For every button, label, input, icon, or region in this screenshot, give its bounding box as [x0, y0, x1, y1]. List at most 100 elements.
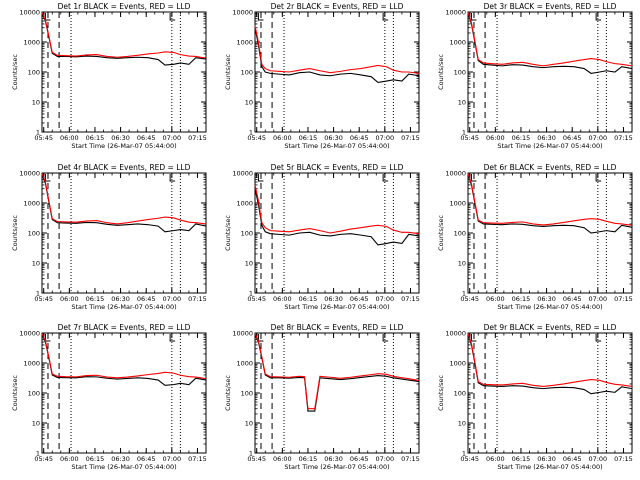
- corner-bracket-marker: [169, 334, 176, 342]
- y-tick-label: 10000: [19, 330, 40, 338]
- series-line-events: [41, 174, 207, 233]
- x-tick-label: 06:00: [273, 134, 292, 142]
- y-tick-label: 1: [462, 129, 466, 137]
- series-line-lld: [41, 173, 207, 225]
- x-tick-label: 06:45: [137, 134, 156, 142]
- y-tick-label: 1: [36, 450, 40, 458]
- x-tick-label: 07:00: [588, 455, 607, 463]
- x-tick-label: 06:15: [512, 134, 531, 142]
- x-tick-label: 06:00: [60, 455, 79, 463]
- x-tick-label: 06:45: [563, 134, 582, 142]
- y-axis-label: Counts/sec: [224, 54, 232, 90]
- corner-bracket-marker: [382, 334, 389, 342]
- y-tick-label: 1000: [23, 200, 40, 208]
- x-tick-label: 06:45: [563, 295, 582, 303]
- x-tick-label: 05:45: [34, 455, 53, 463]
- x-tick-label: 06:30: [537, 295, 556, 303]
- plot-frame: [41, 11, 207, 133]
- y-tick-label: 1000: [449, 360, 466, 368]
- y-tick-label: 10: [32, 99, 40, 107]
- x-axis-label: Start Time (26-Mar-07 05:44:00): [497, 142, 602, 150]
- y-axis-label: Counts/sec: [437, 215, 445, 251]
- x-tick-label: 07:00: [588, 295, 607, 303]
- y-tick-label: 100: [241, 69, 253, 77]
- plot-frame: [467, 332, 633, 454]
- panel-title: Det 8r BLACK = Events, RED = LLD: [271, 323, 404, 332]
- x-tick-label: 06:15: [299, 295, 318, 303]
- x-tick-label: 06:00: [273, 295, 292, 303]
- y-tick-label: 10: [32, 260, 40, 268]
- corner-bracket-marker: [257, 13, 264, 21]
- x-tick-label: 07:15: [188, 134, 207, 142]
- panel-det-2: Det 2r BLACK = Events, RED = LLD 1 10 100 10…: [224, 2, 420, 150]
- series-line-lld: [467, 173, 633, 226]
- y-tick-label: 1000: [236, 360, 253, 368]
- panel-title: Det 6r BLACK = Events, RED = LLD: [484, 163, 617, 172]
- y-tick-label: 10000: [445, 330, 466, 338]
- y-tick-label: 10000: [445, 170, 466, 178]
- series-line-lld: [254, 25, 420, 74]
- y-axis-label: Counts/sec: [11, 54, 19, 90]
- x-tick-label: 06:45: [137, 295, 156, 303]
- x-tick-label: 06:30: [537, 134, 556, 142]
- y-axis-label: Counts/sec: [224, 375, 232, 411]
- x-tick-label: 06:00: [273, 455, 292, 463]
- x-tick-label: 05:45: [460, 455, 479, 463]
- x-tick-label: 07:00: [588, 134, 607, 142]
- x-tick-label: 07:15: [614, 134, 633, 142]
- series-line-lld: [254, 333, 420, 410]
- y-tick-label: 100: [241, 230, 253, 238]
- y-tick-label: 1: [36, 129, 40, 137]
- series-line-events: [41, 334, 207, 386]
- x-tick-label: 07:00: [375, 134, 394, 142]
- y-tick-label: 1000: [236, 39, 253, 47]
- y-tick-label: 10: [458, 99, 466, 107]
- y-tick-label: 100: [241, 390, 253, 398]
- x-tick-label: 06:30: [111, 134, 130, 142]
- x-tick-label: 06:30: [111, 295, 130, 303]
- x-tick-label: 06:45: [350, 455, 369, 463]
- y-axis-label: Counts/sec: [11, 215, 19, 251]
- y-tick-label: 1: [249, 290, 253, 298]
- y-tick-label: 10000: [19, 9, 40, 17]
- x-tick-label: 06:15: [86, 295, 105, 303]
- series-line-events: [254, 27, 420, 83]
- y-axis-label: Counts/sec: [437, 54, 445, 90]
- panel-det-7: Det 7r BLACK = Events, RED = LLD 1 10 100 10…: [11, 323, 207, 471]
- series-line-events: [41, 13, 207, 66]
- corner-bracket-marker: [257, 174, 264, 182]
- y-tick-label: 100: [454, 69, 466, 77]
- series-line-events: [254, 188, 420, 246]
- x-axis-label: Start Time (26-Mar-07 05:44:00): [71, 142, 176, 150]
- y-tick-label: 1000: [449, 200, 466, 208]
- corner-bracket-marker: [470, 174, 477, 182]
- y-tick-label: 1000: [23, 360, 40, 368]
- y-tick-label: 10: [245, 420, 253, 428]
- corner-bracket-marker: [595, 13, 602, 21]
- x-axis-label: Start Time (26-Mar-07 05:44:00): [497, 303, 602, 311]
- series-line-lld: [41, 333, 207, 380]
- y-tick-label: 10: [458, 260, 466, 268]
- series-line-lld: [467, 12, 633, 67]
- x-tick-label: 07:00: [162, 295, 181, 303]
- x-tick-label: 05:45: [460, 134, 479, 142]
- corner-bracket-marker: [382, 13, 389, 21]
- series-line-lld: [467, 333, 633, 388]
- panel-det-6: Det 6r BLACK = Events, RED = LLD 1 10 100 10…: [437, 163, 633, 311]
- y-axis-label: Counts/sec: [11, 375, 19, 411]
- y-tick-label: 10000: [19, 170, 40, 178]
- x-tick-label: 06:00: [486, 134, 505, 142]
- x-tick-label: 07:15: [401, 295, 420, 303]
- plot-frame: [254, 172, 420, 294]
- y-tick-label: 10000: [445, 9, 466, 17]
- y-tick-label: 10000: [232, 9, 253, 17]
- y-tick-label: 10000: [232, 330, 253, 338]
- panel-title: Det 7r BLACK = Events, RED = LLD: [58, 323, 191, 332]
- x-tick-label: 07:00: [375, 295, 394, 303]
- corner-bracket-marker: [382, 174, 389, 182]
- x-tick-label: 07:15: [614, 455, 633, 463]
- x-axis-label: Start Time (26-Mar-07 05:44:00): [284, 142, 389, 150]
- y-axis-label: Counts/sec: [437, 375, 445, 411]
- y-tick-label: 100: [454, 230, 466, 238]
